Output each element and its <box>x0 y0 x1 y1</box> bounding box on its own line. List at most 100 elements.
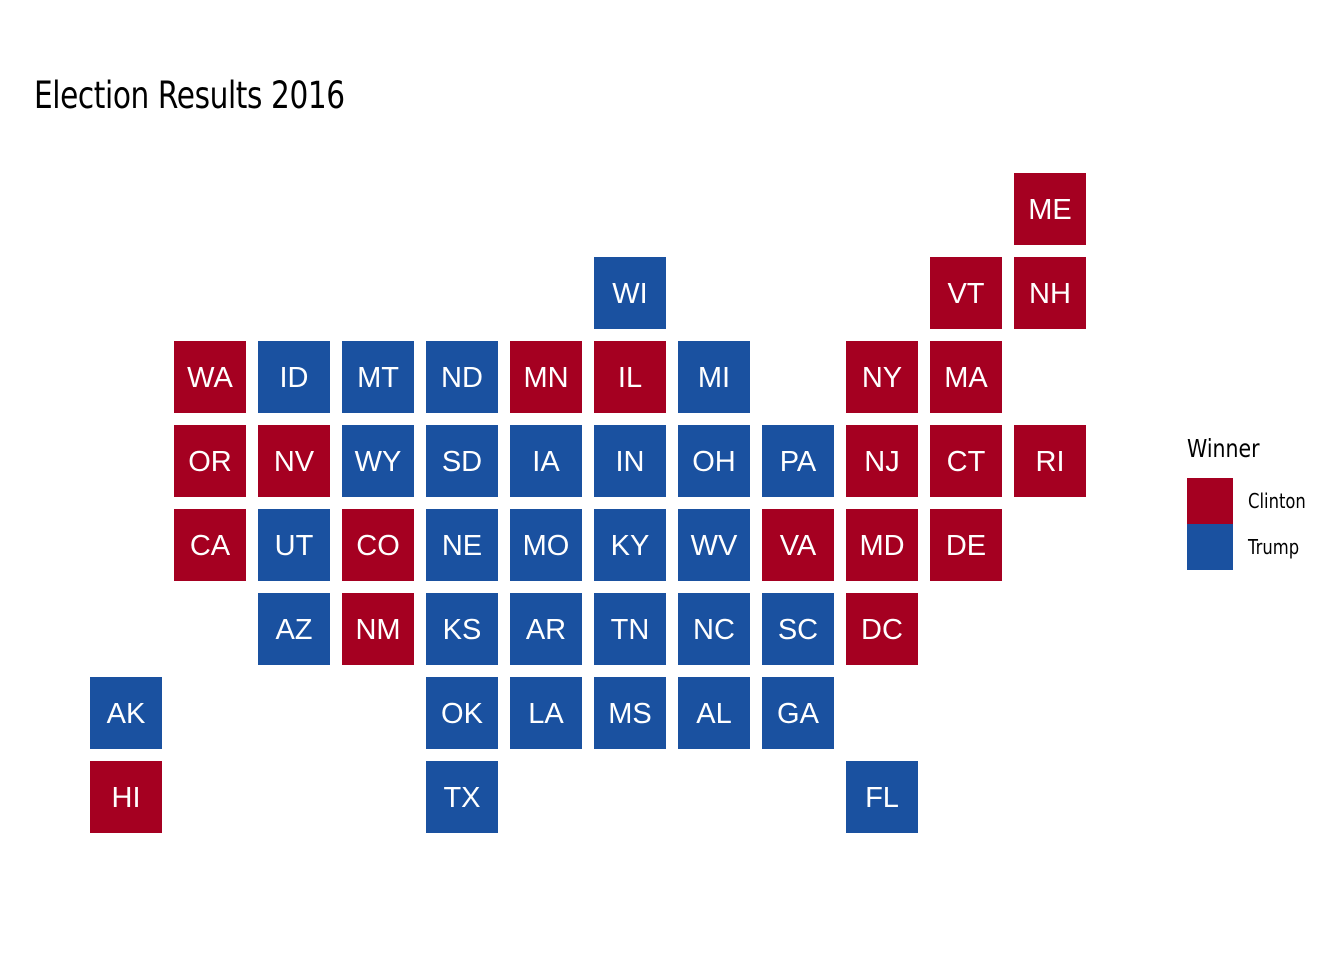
tile-label-wa: WA <box>187 362 233 394</box>
tile-rect-pa <box>762 425 834 497</box>
tile-rect-ar <box>510 593 582 665</box>
tile-ga: GA <box>762 677 834 749</box>
tile-label-ca: CA <box>190 530 231 562</box>
tile-rect-tn <box>594 593 666 665</box>
tile-label-oh: OH <box>692 446 736 478</box>
tile-label-dc: DC <box>861 614 903 646</box>
tile-label-mt: MT <box>357 362 399 394</box>
tile-rect-mn <box>510 341 582 413</box>
tile-wi: WI <box>594 257 666 329</box>
tile-mo: MO <box>510 509 582 581</box>
tile-rect-vt <box>930 257 1002 329</box>
legend-label-clinton: Clinton <box>1248 489 1306 513</box>
tile-label-ga: GA <box>777 698 820 730</box>
tile-rect-la <box>510 677 582 749</box>
tile-mi: MI <box>678 341 750 413</box>
tile-rect-sc <box>762 593 834 665</box>
legend-title: Winner <box>1187 434 1260 463</box>
legend-swatch-clinton <box>1187 478 1233 524</box>
tile-rect-nm <box>342 593 414 665</box>
tile-ri: RI <box>1014 425 1086 497</box>
tile-label-ky: KY <box>611 530 650 562</box>
tile-label-ia: IA <box>532 446 560 478</box>
tile-rect-nv <box>258 425 330 497</box>
tile-rect-or <box>174 425 246 497</box>
tile-rect-wa <box>174 341 246 413</box>
tile-md: MD <box>846 509 918 581</box>
tile-dc: DC <box>846 593 918 665</box>
tile-vt: VT <box>930 257 1002 329</box>
tile-ia: IA <box>510 425 582 497</box>
tile-nh: NH <box>1014 257 1086 329</box>
tile-label-vt: VT <box>947 278 984 310</box>
tile-il: IL <box>594 341 666 413</box>
tile-label-tn: TN <box>611 614 650 646</box>
tile-rect-wv <box>678 509 750 581</box>
tile-rect-va <box>762 509 834 581</box>
tile-rect-ut <box>258 509 330 581</box>
tile-label-ks: KS <box>443 614 482 646</box>
tile-wv: WV <box>678 509 750 581</box>
tile-label-nd: ND <box>441 362 483 394</box>
tile-de: DE <box>930 509 1002 581</box>
tile-label-mi: MI <box>698 362 730 394</box>
tile-nc: NC <box>678 593 750 665</box>
tile-rect-oh <box>678 425 750 497</box>
tile-ky: KY <box>594 509 666 581</box>
tile-ca: CA <box>174 509 246 581</box>
tile-rect-nj <box>846 425 918 497</box>
tile-label-ri: RI <box>1036 446 1065 478</box>
tile-label-la: LA <box>528 698 564 730</box>
tile-label-wi: WI <box>612 278 647 310</box>
tile-rect-nd <box>426 341 498 413</box>
tile-ak: AK <box>90 677 162 749</box>
tile-rect-ks <box>426 593 498 665</box>
tile-label-ct: CT <box>947 446 986 478</box>
chart-title: Election Results 2016 <box>34 74 345 117</box>
tile-rect-hi <box>90 761 162 833</box>
tile-label-sd: SD <box>442 446 482 478</box>
tile-rect-co <box>342 509 414 581</box>
tile-al: AL <box>678 677 750 749</box>
tile-label-de: DE <box>946 530 986 562</box>
tile-rect-tx <box>426 761 498 833</box>
tile-me: ME <box>1014 173 1086 245</box>
tile-rect-nc <box>678 593 750 665</box>
tile-label-nv: NV <box>274 446 315 478</box>
tile-rect-dc <box>846 593 918 665</box>
tile-label-id: ID <box>280 362 309 394</box>
tile-rect-wy <box>342 425 414 497</box>
tile-rect-ak <box>90 677 162 749</box>
tile-rect-mo <box>510 509 582 581</box>
tile-label-fl: FL <box>865 782 899 814</box>
tile-tn: TN <box>594 593 666 665</box>
tile-rect-ne <box>426 509 498 581</box>
tile-rect-md <box>846 509 918 581</box>
tile-ma: MA <box>930 341 1002 413</box>
tile-rect-ok <box>426 677 498 749</box>
tile-pa: PA <box>762 425 834 497</box>
tile-label-nh: NH <box>1029 278 1071 310</box>
tile-la: LA <box>510 677 582 749</box>
tile-rect-mt <box>342 341 414 413</box>
tile-va: VA <box>762 509 834 581</box>
tile-label-sc: SC <box>778 614 818 646</box>
tile-label-az: AZ <box>275 614 312 646</box>
tile-label-mn: MN <box>523 362 568 394</box>
tile-label-va: VA <box>780 530 817 562</box>
tile-rect-mi <box>678 341 750 413</box>
tile-rect-id <box>258 341 330 413</box>
tile-rect-il <box>594 341 666 413</box>
tile-rect-ia <box>510 425 582 497</box>
tile-label-tx: TX <box>443 782 480 814</box>
tile-oh: OH <box>678 425 750 497</box>
tile-rect-in <box>594 425 666 497</box>
legend-swatch-trump <box>1187 524 1233 570</box>
tile-or: OR <box>174 425 246 497</box>
tile-label-pa: PA <box>780 446 817 478</box>
tile-label-hi: HI <box>112 782 141 814</box>
tile-rect-ky <box>594 509 666 581</box>
tile-rect-fl <box>846 761 918 833</box>
tile-label-nj: NJ <box>864 446 899 478</box>
